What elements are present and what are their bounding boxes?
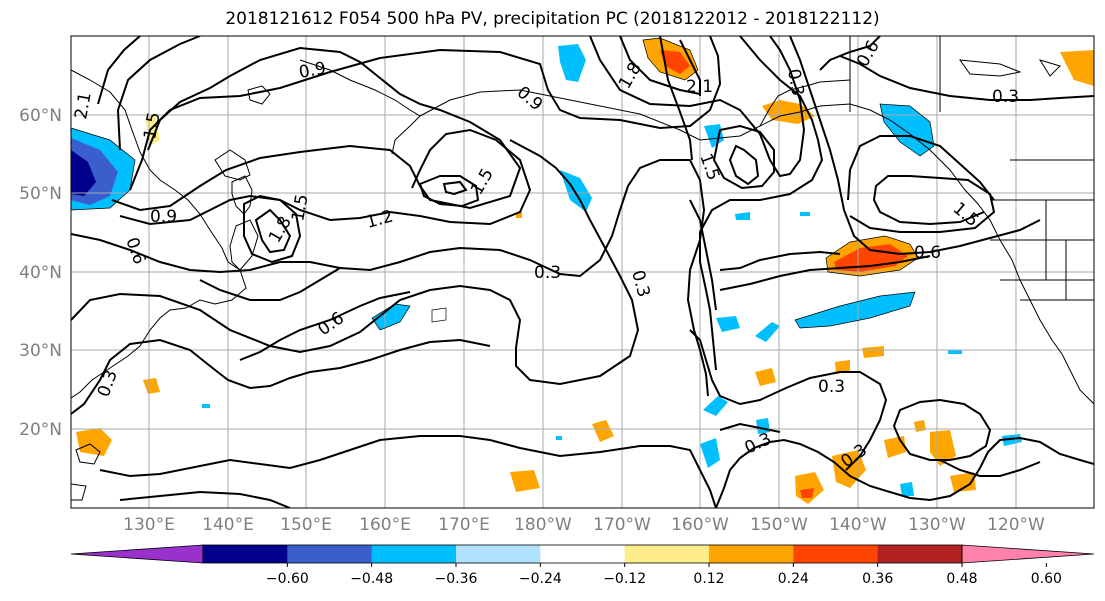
colorbar-bin (371, 545, 457, 563)
precip-negative-shading (71, 44, 1022, 496)
gridlines (71, 36, 1094, 508)
lon-label: 120°W (987, 515, 1045, 535)
colorbar-tick-label: 0.12 (693, 571, 724, 587)
lon-label: 170°E (438, 515, 490, 535)
contour-label: 0.3 (992, 87, 1019, 107)
lon-label: 160°E (359, 515, 411, 535)
contour-label: 0.3 (818, 377, 845, 397)
colorbar-bin (877, 545, 963, 563)
colorbar-bin (540, 545, 626, 563)
longitude-labels: 130°E 140°E 150°E 160°E 170°E 180°W 170°… (123, 515, 1045, 535)
lon-label: 140°E (202, 515, 254, 535)
contour-label: 0.6 (914, 243, 941, 263)
colorbar-tick-label: −0.60 (266, 571, 309, 587)
lon-label: 180°W (514, 515, 572, 535)
shading-outlines (71, 37, 935, 331)
lat-label: 40°N (19, 263, 62, 283)
lon-label: 160°W (671, 515, 729, 535)
colorbar-tick-label: −0.24 (519, 571, 562, 587)
colorbar-bin (287, 545, 373, 563)
lon-label: 140°W (829, 515, 887, 535)
colorbar-bin (456, 545, 541, 563)
colorbar-tick-label: 0.60 (1031, 571, 1062, 587)
pv-contours (71, 36, 1094, 508)
contour-label: 0.3 (783, 67, 807, 97)
contour-label: 2.1 (71, 91, 95, 121)
colorbar-tick-label: −0.36 (435, 571, 478, 587)
colorbar-extend-low (70, 544, 204, 564)
map-panel: 0.9 0.6 0.6 0.3 0.3 0.3 0.3 1.2 1.5 1.5 … (71, 36, 1094, 508)
colorbar-extend-high (961, 544, 1095, 564)
colorbar-bin (624, 545, 710, 563)
lat-label: 30°N (19, 341, 62, 361)
lon-label: 130°W (908, 515, 966, 535)
lat-label: 20°N (19, 420, 62, 440)
colorbar: −0.60 −0.48 −0.36 −0.24 −0.12 0.12 0.24 0.36 0.4… (70, 544, 1095, 587)
lon-label: 150°W (750, 515, 808, 535)
colorbar-bin (709, 545, 794, 563)
map-frame (70, 35, 1095, 509)
contour-label: 0.9 (150, 207, 177, 227)
colorbar-bin (203, 545, 288, 563)
contour-label: 1.5 (140, 111, 164, 141)
colorbar-tick-label: −0.12 (603, 571, 646, 587)
colorbar-tick-label: −0.48 (350, 571, 393, 587)
lon-label: 170°W (593, 515, 651, 535)
colorbar-tick-label: 0.48 (946, 571, 977, 587)
coastlines (71, 36, 1094, 501)
contour-label: 1.5 (288, 193, 312, 223)
colorbar-tick-label: 0.24 (778, 571, 809, 587)
lon-label: 150°E (280, 515, 332, 535)
colorbar-bin (793, 545, 879, 563)
contour-label: 0.3 (534, 263, 561, 283)
colorbar-tick-label: 0.36 (862, 571, 893, 587)
contour-label: 0.9 (297, 59, 327, 83)
latitude-labels: 60°N 50°N 40°N 30°N 20°N (19, 106, 62, 440)
contour-label: 2.1 (686, 77, 713, 97)
lat-label: 60°N (19, 106, 62, 126)
colorbar-frame (202, 544, 963, 564)
plot-title: 2018121612 F054 500 hPa PV, precipitatio… (225, 9, 880, 29)
lat-label: 50°N (19, 184, 62, 204)
lon-label: 130°E (123, 515, 175, 535)
